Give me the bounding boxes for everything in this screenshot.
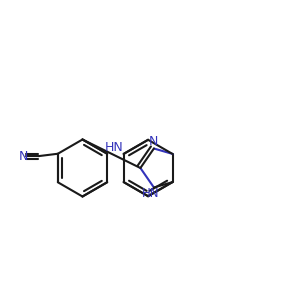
- Text: HN: HN: [105, 141, 124, 154]
- Text: HN: HN: [142, 187, 159, 200]
- Text: N: N: [148, 135, 158, 148]
- Text: N: N: [19, 150, 28, 163]
